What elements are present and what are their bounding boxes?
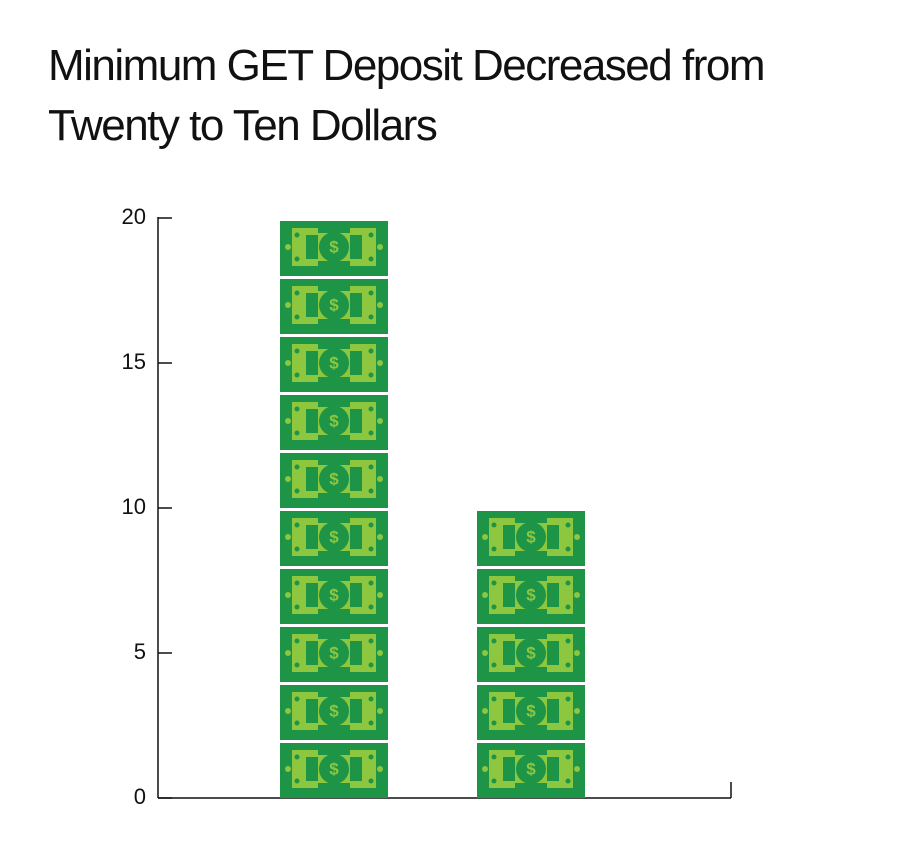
y-tick-label: 15 [122,349,146,374]
y-tick-label: 5 [134,639,146,664]
bar [280,218,388,798]
y-tick-label: 20 [122,204,146,229]
bar [477,508,585,798]
chart-title: Minimum GET Deposit Decreased from Twent… [48,41,765,150]
y-tick-label: 10 [122,494,146,519]
y-tick-label: 0 [134,784,146,809]
